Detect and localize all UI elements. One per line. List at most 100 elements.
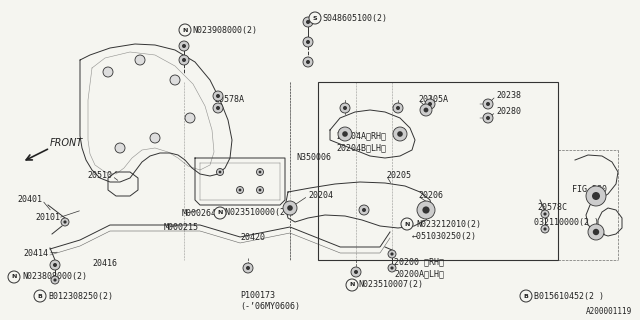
Text: 20578A: 20578A xyxy=(214,95,244,105)
Text: N350006: N350006 xyxy=(296,154,331,163)
Circle shape xyxy=(216,94,220,98)
Text: 032110000(2 ): 032110000(2 ) xyxy=(534,218,599,227)
Circle shape xyxy=(309,12,321,24)
Circle shape xyxy=(53,263,57,267)
Text: ←051030250(2): ←051030250(2) xyxy=(412,231,477,241)
Circle shape xyxy=(214,207,226,219)
Circle shape xyxy=(185,113,195,123)
Text: 20204B〈LH〉: 20204B〈LH〉 xyxy=(336,143,386,153)
Text: (-’06MY0606): (-’06MY0606) xyxy=(240,301,300,310)
Circle shape xyxy=(53,278,56,282)
Circle shape xyxy=(390,252,394,256)
Text: FIG.280: FIG.280 xyxy=(572,186,607,195)
Bar xyxy=(318,82,558,260)
Circle shape xyxy=(216,106,220,110)
Circle shape xyxy=(179,24,191,36)
Circle shape xyxy=(239,188,241,191)
Text: N023908000(2): N023908000(2) xyxy=(192,26,257,35)
Circle shape xyxy=(390,266,394,269)
Text: M000215: M000215 xyxy=(164,223,199,233)
Circle shape xyxy=(593,229,599,235)
Text: 20206: 20206 xyxy=(418,191,443,201)
Text: S048605100(2): S048605100(2) xyxy=(322,13,387,22)
Circle shape xyxy=(306,20,310,24)
Text: 20101: 20101 xyxy=(35,213,60,222)
Circle shape xyxy=(359,205,369,215)
Text: 20200 〈RH〉: 20200 〈RH〉 xyxy=(394,258,444,267)
Text: 20205A: 20205A xyxy=(418,95,448,105)
Circle shape xyxy=(303,37,313,47)
Text: 20510: 20510 xyxy=(87,172,112,180)
Circle shape xyxy=(343,106,347,110)
Circle shape xyxy=(592,192,600,200)
Circle shape xyxy=(420,104,432,116)
Text: B015610452(2 ): B015610452(2 ) xyxy=(534,292,604,300)
Circle shape xyxy=(283,201,297,215)
Text: 20420: 20420 xyxy=(240,234,265,243)
Circle shape xyxy=(486,102,490,106)
Circle shape xyxy=(393,103,403,113)
Circle shape xyxy=(543,212,547,216)
Circle shape xyxy=(422,206,429,214)
Text: N: N xyxy=(182,28,188,33)
Text: M000264: M000264 xyxy=(182,210,217,219)
Text: B: B xyxy=(38,293,42,299)
Circle shape xyxy=(237,187,243,194)
Circle shape xyxy=(397,131,403,137)
Circle shape xyxy=(396,106,400,110)
Circle shape xyxy=(541,225,549,233)
Circle shape xyxy=(424,108,428,112)
Circle shape xyxy=(216,169,223,175)
Circle shape xyxy=(393,127,407,141)
Circle shape xyxy=(303,57,313,67)
Text: N023212010(2): N023212010(2) xyxy=(416,220,481,228)
Circle shape xyxy=(182,58,186,62)
Circle shape xyxy=(34,290,46,302)
Circle shape xyxy=(520,290,532,302)
Text: 20416: 20416 xyxy=(92,259,117,268)
Circle shape xyxy=(150,133,160,143)
Circle shape xyxy=(259,188,261,191)
Text: B012308250(2): B012308250(2) xyxy=(48,292,113,300)
Circle shape xyxy=(342,131,348,137)
Circle shape xyxy=(170,75,180,85)
Circle shape xyxy=(543,228,547,231)
Text: N: N xyxy=(218,211,223,215)
Text: P100173: P100173 xyxy=(240,291,275,300)
Text: 20205: 20205 xyxy=(386,171,411,180)
Text: 20204A〈RH〉: 20204A〈RH〉 xyxy=(336,132,386,140)
Circle shape xyxy=(306,40,310,44)
Text: N023510000(2 ): N023510000(2 ) xyxy=(225,209,295,218)
Text: 20401: 20401 xyxy=(17,196,42,204)
Circle shape xyxy=(50,260,60,270)
Text: A200001119: A200001119 xyxy=(586,307,632,316)
Circle shape xyxy=(135,55,145,65)
Circle shape xyxy=(338,127,352,141)
Circle shape xyxy=(213,103,223,113)
Circle shape xyxy=(287,205,293,211)
Circle shape xyxy=(179,41,189,51)
Circle shape xyxy=(428,102,432,106)
Text: 20280: 20280 xyxy=(496,108,521,116)
Circle shape xyxy=(483,113,493,123)
Circle shape xyxy=(417,201,435,219)
Text: 20578C: 20578C xyxy=(537,204,567,212)
Text: 20200A〈LH〉: 20200A〈LH〉 xyxy=(394,269,444,278)
Circle shape xyxy=(303,17,313,27)
Circle shape xyxy=(51,276,59,284)
Circle shape xyxy=(486,116,490,120)
Circle shape xyxy=(541,210,549,218)
Circle shape xyxy=(257,187,264,194)
Text: N: N xyxy=(12,275,17,279)
Circle shape xyxy=(362,208,366,212)
Circle shape xyxy=(483,99,493,109)
Text: 20204: 20204 xyxy=(308,191,333,201)
Circle shape xyxy=(182,44,186,48)
Text: B: B xyxy=(524,293,529,299)
Circle shape xyxy=(354,270,358,274)
Circle shape xyxy=(586,186,606,206)
Circle shape xyxy=(243,263,253,273)
Circle shape xyxy=(340,103,350,113)
Text: N023510007(2): N023510007(2) xyxy=(358,281,423,290)
Circle shape xyxy=(306,60,310,64)
